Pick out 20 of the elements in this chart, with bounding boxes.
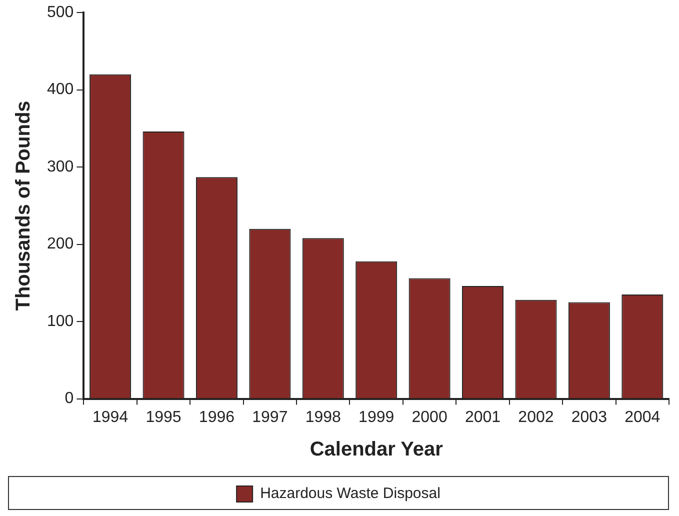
x-tick-label: 1995 (146, 408, 182, 426)
y-tick-label: 100 (46, 312, 74, 330)
x-tick-label: 1999 (358, 408, 394, 426)
legend-label: Hazardous Waste Disposal (260, 485, 440, 502)
x-tick-label: 1994 (92, 408, 128, 426)
x-tick-label: 1998 (305, 408, 342, 426)
y-tick-label: 500 (46, 4, 74, 22)
x-tick-label: 2000 (412, 408, 448, 426)
x-tick-label: 2003 (571, 408, 608, 426)
x-tick-label: 1997 (252, 408, 288, 426)
y-tick-label: 200 (46, 236, 74, 253)
x-axis-title: Calendar Year (310, 438, 444, 461)
y-tick-label: 300 (46, 158, 74, 176)
x-tick-label: 1996 (198, 408, 235, 426)
x-tick-label: 2001 (464, 408, 501, 426)
y-axis-title: Thousands of Pounds (12, 100, 35, 311)
y-tick-label: 0 (64, 390, 74, 408)
x-tick-label: 2002 (518, 408, 554, 426)
y-tick-label: 400 (46, 81, 74, 98)
x-tick-label: 2004 (624, 408, 660, 426)
